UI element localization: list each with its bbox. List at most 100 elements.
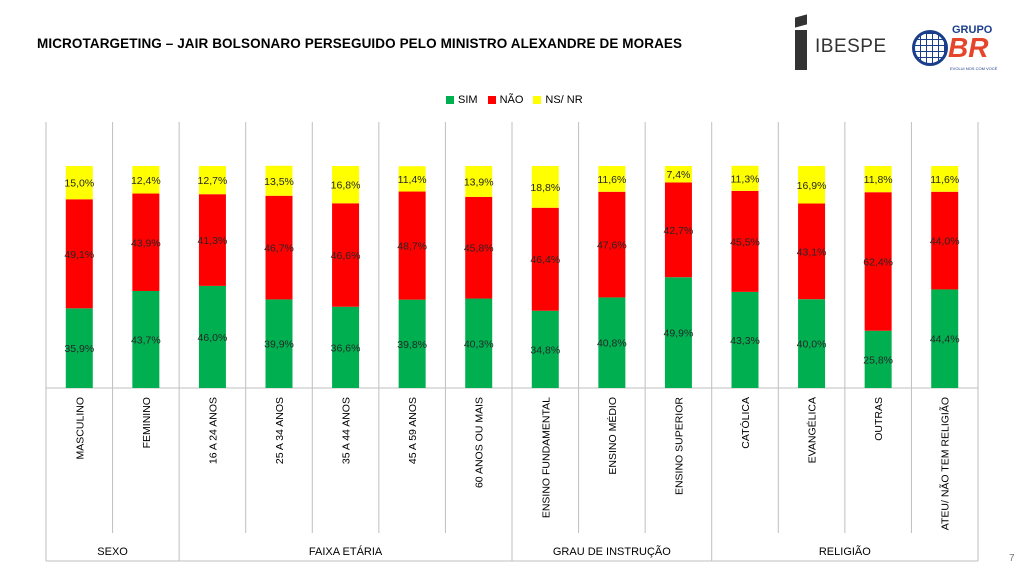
data-label-nao: 45,5% — [730, 236, 760, 248]
bar-sim — [465, 298, 493, 388]
data-label-nao: 46,6% — [331, 250, 361, 262]
group-label: GRAU DE INSTRUÇÃO — [553, 545, 671, 558]
category-label: 16 A 24 ANOS — [207, 397, 219, 464]
data-label-ns: 15,0% — [64, 178, 94, 190]
data-label-ns: 11,4% — [398, 174, 427, 186]
grupo-br-logo: GRUPO BR EVOLUI NOS COM VOCÊ — [908, 22, 1000, 74]
data-label-nao: 45,8% — [464, 243, 494, 255]
legend-label-ns: NS/ NR — [545, 94, 583, 106]
bar-sim — [531, 310, 559, 388]
data-label-sim: 39,9% — [264, 339, 294, 351]
page-title: MICROTARGETING – JAIR BOLSONARO PERSEGUI… — [37, 36, 683, 51]
data-label-sim: 43,3% — [730, 335, 760, 347]
category-label: 45 A 59 ANOS — [407, 397, 419, 464]
category-label: 60 ANOS OU MAIS — [474, 397, 486, 488]
category-label: 35 A 44 ANOS — [341, 397, 353, 464]
bar-ns — [664, 166, 692, 183]
data-label-nao: 41,3% — [198, 235, 228, 247]
bar-ns — [398, 166, 426, 192]
category-label: ATEU/ NÃO TEM RELIGIÃO — [939, 397, 952, 530]
data-label-nao: 62,4% — [863, 256, 893, 268]
data-label-nao: 47,6% — [597, 240, 627, 252]
legend-swatch-nao — [487, 96, 496, 104]
legend-item-sim: SIM — [446, 94, 478, 106]
data-label-nao: 42,7% — [664, 225, 694, 237]
data-label-sim: 43,7% — [131, 334, 161, 346]
bar-sim — [798, 299, 826, 388]
data-label-sim: 36,6% — [331, 342, 361, 354]
data-label-ns: 11,6% — [930, 174, 959, 186]
category-label: CATÓLICA — [739, 397, 752, 449]
data-label-ns: 16,9% — [797, 180, 827, 192]
bar-nao — [398, 191, 426, 300]
data-label-ns: 11,8% — [864, 174, 893, 186]
data-label-sim: 44,4% — [930, 334, 960, 346]
bar-nao — [198, 194, 226, 286]
grupo-br-logo-grupo: GRUPO — [952, 24, 993, 36]
grupo-br-logo-br: BR — [948, 32, 989, 63]
bar-ns — [132, 166, 160, 194]
legend-item-ns: NS/ NR — [533, 94, 583, 106]
data-label-sim: 46,0% — [198, 332, 228, 344]
data-label-ns: 7,4% — [666, 169, 690, 181]
data-label-ns: 11,3% — [731, 173, 760, 185]
bar-sim — [864, 330, 892, 388]
bar-nao — [731, 190, 759, 292]
ibespe-logo-mark — [795, 30, 807, 70]
data-label-ns: 16,8% — [331, 180, 361, 192]
bar-sim — [731, 291, 759, 388]
data-label-sim: 40,8% — [597, 338, 627, 350]
bar-ns — [731, 165, 759, 191]
data-label-sim: 34,8% — [530, 344, 560, 356]
bar-ns — [198, 166, 226, 195]
data-label-sim: 40,0% — [797, 339, 827, 351]
bar-sim — [931, 289, 959, 388]
bar-nao — [332, 203, 360, 307]
bar-ns — [798, 166, 826, 204]
data-label-ns: 11,6% — [597, 174, 626, 186]
chart-legend: SIM NÃO NS/ NR — [446, 94, 583, 106]
bar-nao — [864, 192, 892, 331]
bar-nao — [65, 199, 93, 309]
bar-ns — [864, 166, 892, 193]
bar-ns — [65, 166, 93, 200]
globe-icon — [912, 30, 948, 66]
legend-swatch-ns — [533, 96, 542, 104]
group-label: SEXO — [97, 546, 128, 558]
data-label-nao: 43,1% — [797, 246, 827, 258]
bar-ns — [598, 166, 626, 192]
category-label: ENSINO FUNDAMENTAL — [540, 397, 552, 518]
data-label-ns: 18,8% — [530, 182, 560, 194]
bar-sim — [265, 299, 293, 388]
data-label-nao: 46,7% — [264, 243, 294, 255]
legend-swatch-sim — [446, 96, 454, 104]
bar-ns — [931, 166, 959, 192]
data-label-nao: 48,7% — [397, 241, 427, 253]
bar-sim — [132, 290, 160, 388]
bar-sim — [198, 285, 226, 388]
category-label: FEMININO — [141, 397, 153, 448]
data-label-sim: 39,8% — [397, 339, 427, 351]
grupo-br-logo-tagline: EVOLUI NOS COM VOCÊ — [950, 66, 998, 71]
group-label: RELIGIÃO — [819, 545, 871, 558]
bar-sim — [664, 277, 692, 388]
category-label: ENSINO SUPERIOR — [673, 397, 685, 495]
legend-label-sim: SIM — [458, 94, 478, 106]
data-label-nao: 46,4% — [530, 254, 560, 266]
bar-nao — [931, 191, 959, 290]
bar-sim — [65, 308, 93, 388]
ibespe-logo-text: IBESPE — [815, 36, 887, 57]
category-label: ENSINO MÉDIO — [606, 397, 619, 475]
bar-ns — [265, 165, 293, 196]
data-label-ns: 12,4% — [131, 175, 161, 187]
bar-ns — [531, 166, 559, 208]
bar-sim — [398, 299, 426, 388]
bar-nao — [265, 195, 293, 300]
data-label-nao: 49,1% — [64, 249, 94, 261]
bar-sim — [598, 297, 626, 388]
legend-label-nao: NÃO — [499, 94, 524, 106]
data-label-ns: 13,9% — [464, 176, 494, 188]
data-label-nao: 44,0% — [930, 236, 960, 248]
data-label-sim: 35,9% — [64, 343, 94, 355]
